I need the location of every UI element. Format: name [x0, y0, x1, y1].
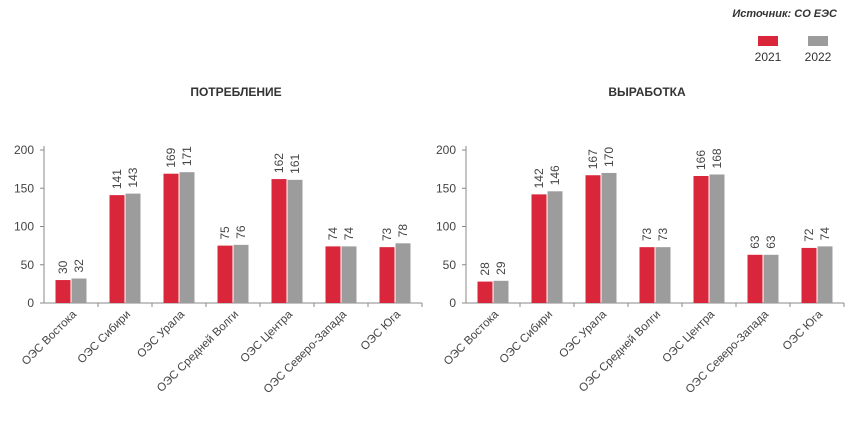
legend-swatch-2021 [758, 36, 778, 46]
chart1-data-label: 32 [72, 259, 86, 273]
chart1-category-label: ОЭС Урала [135, 308, 187, 360]
chart2-bar-2022 [655, 247, 671, 303]
chart2-data-label: 72 [802, 228, 816, 242]
chart1-category-label: ОЭС Юга [359, 308, 404, 353]
legend: 2021 2022 [0, 36, 849, 66]
chart2-data-label: 146 [548, 165, 562, 185]
chart1-bar-2022 [179, 172, 195, 303]
legend-item-2021: 2021 [748, 36, 788, 64]
chart2-bar-2022 [817, 246, 833, 303]
chart2-y-tick-label: 0 [449, 296, 456, 310]
legend-item-2022: 2022 [798, 36, 838, 64]
chart2-data-label: 166 [694, 150, 708, 170]
chart1-data-label: 75 [218, 226, 232, 240]
chart2-bar-2022 [601, 172, 617, 303]
chart1-data-label: 74 [326, 227, 340, 241]
chart2-y-tick-label: 50 [443, 258, 457, 272]
chart2-bar-2021 [801, 247, 817, 303]
chart2-data-label: 73 [656, 227, 670, 241]
chart2-data-label: 74 [818, 227, 832, 241]
chart2-category-label: ОЭС Урала [557, 308, 609, 360]
chart2-y-tick-label: 100 [436, 220, 456, 234]
chart1-y-tick-label: 100 [14, 220, 34, 234]
chart2-title: ВЫРАБОТКА [608, 85, 686, 99]
chart1-bar-2022 [71, 278, 87, 303]
chart1-bar-2022 [233, 244, 249, 303]
chart2-bar-2021 [531, 194, 547, 303]
chart1-y-tick-label: 50 [21, 258, 35, 272]
chart2-bar-2022 [709, 174, 725, 303]
chart1-bar-2021 [325, 246, 341, 303]
chart1-y-tick-label: 150 [14, 181, 34, 195]
chart1-data-label: 143 [126, 167, 140, 187]
chart1-data-label: 141 [110, 169, 124, 189]
chart2-y-tick-label: 200 [436, 143, 456, 157]
chart2-category-label: ОЭС Сибири [498, 309, 555, 366]
source-note: Источник: СО ЕЭС [732, 8, 837, 20]
chart2-y-tick-label: 150 [436, 181, 456, 195]
chart2-bar-2022 [547, 191, 563, 303]
chart1-data-label: 161 [288, 153, 302, 173]
chart2-category-label: ОЭС Юга [781, 308, 826, 353]
chart1-category-label: ОЭС Востока [20, 308, 80, 368]
chart1-data-label: 78 [396, 224, 410, 238]
chart2-bar-2022 [493, 280, 509, 303]
legend-label-2022: 2022 [804, 50, 832, 64]
chart1-data-label: 76 [234, 225, 248, 239]
chart2-bar-2021 [747, 254, 763, 303]
chart1-data-label: 73 [380, 227, 394, 241]
chart2-data-label: 170 [602, 147, 616, 167]
legend-swatch-2022 [808, 36, 828, 46]
chart2-data-label: 28 [478, 262, 492, 276]
chart2-data-label: 142 [532, 168, 546, 188]
chart1-title: ПОТРЕБЛЕНИЕ [190, 85, 281, 99]
chart1-y-tick-label: 0 [27, 296, 34, 310]
chart2-data-label: 63 [764, 235, 778, 249]
chart2-data-label: 63 [748, 235, 762, 249]
chart1-bar-2021 [217, 245, 233, 303]
chart1-bar-2022 [287, 179, 303, 303]
chart1-bar-2021 [109, 195, 125, 303]
chart1-bar-2022 [125, 193, 141, 303]
chart2-category-label: ОЭС Востока [442, 308, 502, 368]
chart2-data-label: 73 [640, 227, 654, 241]
chart1-data-label: 74 [342, 227, 356, 241]
chart1-y-tick-label: 200 [14, 143, 34, 157]
chart2-data-label: 168 [710, 148, 724, 168]
chart1-bar-2022 [395, 243, 411, 303]
chart1-bar-2021 [271, 179, 287, 303]
chart2-bar-2022 [763, 254, 779, 303]
chart1-data-label: 30 [56, 260, 70, 274]
chart1-bar-2022 [341, 246, 357, 303]
chart2-data-label: 29 [494, 261, 508, 275]
chart1-bar-2021 [379, 247, 395, 303]
chart1-bar-2021 [55, 280, 71, 303]
chart1-data-label: 169 [164, 147, 178, 167]
chart2-bar-2021 [693, 176, 709, 303]
chart2-bar-2021 [477, 281, 493, 303]
chart1-data-label: 162 [272, 153, 286, 173]
chart2-category-label: ОЭС Центра [661, 308, 718, 365]
chart1-data-label: 171 [180, 146, 194, 166]
chart1-bar-2021 [163, 173, 179, 303]
chart2-bar-2021 [585, 175, 601, 303]
legend-label-2021: 2021 [754, 50, 782, 64]
chart2-bar-2021 [639, 247, 655, 303]
chart2-data-label: 167 [586, 149, 600, 169]
chart1-category-label: ОЭС Сибири [76, 309, 133, 366]
chart1-category-label: ОЭС Центра [239, 308, 296, 365]
